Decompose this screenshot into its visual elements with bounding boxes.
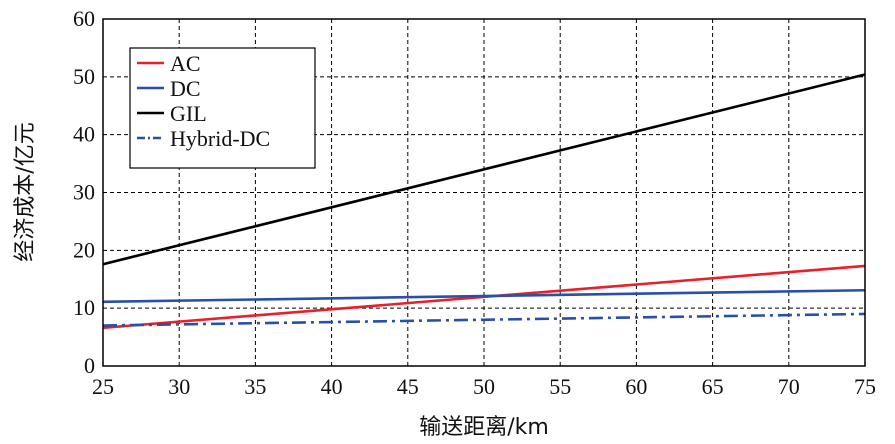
x-tick-label: 45: [397, 374, 419, 399]
x-tick-label: 35: [244, 374, 266, 399]
x-axis-ticks: 25 30 35 40 45 50 55 60 65 70 75: [92, 374, 876, 399]
y-tick-label: 60: [73, 6, 95, 31]
series-line-dc: [102, 288, 866, 304]
x-tick-label: 30: [168, 374, 190, 399]
plot-frame: [102, 18, 866, 367]
legend-label: GIL: [170, 101, 207, 126]
y-tick-label: 30: [73, 180, 95, 205]
y-tick-label: 10: [73, 295, 95, 320]
series-lines: [102, 73, 866, 330]
x-tick-label: 60: [625, 374, 647, 399]
legend-label: DC: [170, 76, 201, 101]
y-axis-ticks: 0 10 20 30 40 50 60: [73, 6, 95, 378]
x-tick-label: 75: [854, 374, 876, 399]
x-tick-label: 65: [702, 374, 724, 399]
series-line-hybrid-dc: [102, 312, 866, 327]
series-line-gil: [102, 73, 866, 266]
x-tick-label: 70: [778, 374, 800, 399]
x-tick-label: 25: [92, 374, 114, 399]
x-axis-label: 输送距离/km: [419, 415, 549, 440]
y-tick-label: 50: [73, 64, 95, 89]
legend-label: Hybrid-DC: [170, 126, 270, 151]
x-tick-label: 40: [321, 374, 343, 399]
legend-label: AC: [170, 51, 201, 76]
x-tick-label: 55: [549, 374, 571, 399]
legend-box: [129, 47, 316, 169]
x-tick-label: 50: [473, 374, 495, 399]
y-tick-label: 0: [84, 353, 95, 378]
y-tick-label: 40: [73, 122, 95, 147]
y-tick-label: 20: [73, 237, 95, 262]
y-axis-label: 经济成本/亿元: [13, 122, 38, 261]
